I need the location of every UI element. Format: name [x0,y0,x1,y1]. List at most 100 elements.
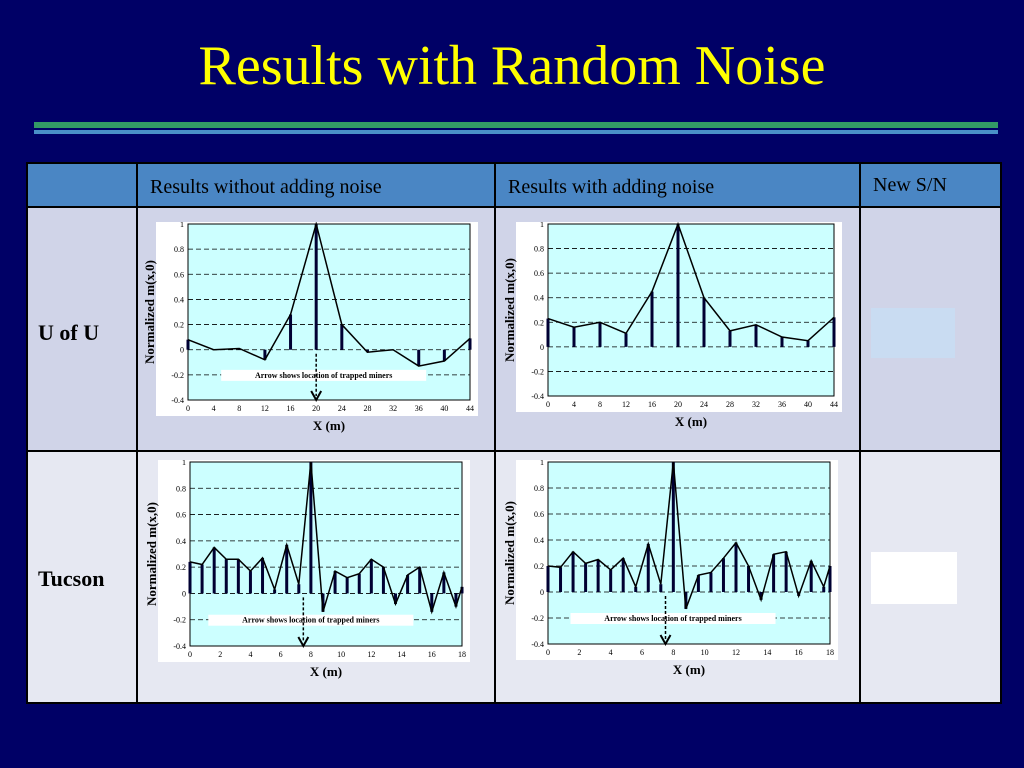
header-without-noise: Results without adding noise [136,162,496,208]
y-tick-label: 0.2 [174,321,184,330]
x-tick-label: 2 [218,650,222,659]
row-label-cell: U of U [26,206,138,452]
slide-title: Results with Random Noise [198,35,826,97]
annotation-bg [208,614,414,626]
y-tick-label: 0.6 [534,269,544,278]
series-line [189,461,463,615]
y-tick-label: 0.2 [176,563,186,572]
plot-area [547,223,835,397]
x-tick-label: 10 [701,648,709,657]
y-tick-label: -0.2 [171,371,184,380]
x-tick-label: 36 [415,404,423,413]
x-tick-label: 12 [367,650,375,659]
y-tick-label: -0.4 [173,642,186,651]
plot-cell: -0.4 -0.2 0 0.2 0.4 0.6 0.8 1 0 2 4 6 8 10 12 14 16 18 X (… [494,450,861,704]
y-tick-label: 0.6 [176,511,186,520]
y-tick-label: 1 [180,222,184,229]
x-tick-label: 40 [440,404,448,413]
x-tick-label: 16 [428,650,436,659]
series-line [187,222,471,367]
x-axis-label: X (m) [313,418,345,433]
x-tick-label: 16 [795,648,803,657]
x-axis-label: X (m) [675,414,707,429]
annotation-text: Arrow shows location of trapped miners [604,614,741,623]
y-tick-label: 0.8 [534,484,544,493]
y-axis-label: Normalized m(x,0) [144,502,159,606]
y-tick-label: 0 [540,588,544,597]
y-tick-label: -0.2 [531,614,544,623]
x-tick-label: 14 [398,650,406,659]
plot-cell: -0.4 -0.2 0 0.2 0.4 0.6 0.8 1 0 4 8 12 16 20 24 28 32 36 4… [136,206,496,452]
x-tick-label: 10 [337,650,345,659]
x-tick-label: 8 [237,404,241,413]
annotation-bg [570,613,776,624]
header-label: New S/N [873,174,947,196]
sn-value-box [871,552,957,604]
header-label: Results without adding noise [150,176,382,198]
x-axis-label: X (m) [673,662,705,677]
x-tick-label: 4 [572,400,576,409]
y-tick-label: 1 [182,460,186,467]
title-divider-green [34,122,998,128]
x-tick-label: 32 [389,404,397,413]
x-tick-label: 12 [622,400,630,409]
x-tick-label: 44 [830,400,838,409]
y-tick-label: -0.2 [531,367,544,376]
y-tick-label: 0.4 [534,294,544,303]
y-tick-label: 0.4 [534,536,544,545]
x-tick-label: 0 [186,404,190,413]
arrow-head [297,636,310,649]
y-axis-label: Normalized m(x,0) [502,501,517,605]
annotation-text: Arrow shows location of trapped miners [255,371,392,380]
header-row: Results without adding noise Results wit… [26,162,1002,208]
table-row: U of U -0.4 -0.2 0 0.2 0.4 0.6 0.8 1 0 4 8 12 16 20 24… [26,206,1002,452]
sn-cell [859,450,1002,704]
x-tick-label: 12 [732,648,740,657]
y-axis-label: Normalized m(x,0) [142,260,157,364]
x-tick-label: 24 [700,400,708,409]
x-tick-label: 2 [577,648,581,657]
y-tick-label: -0.2 [173,616,186,625]
sn-cell [859,206,1002,452]
y-tick-label: -0.4 [531,392,544,401]
x-tick-label: 28 [726,400,734,409]
y-tick-label: 0.8 [174,245,184,254]
x-tick-label: 28 [363,404,371,413]
header-with-noise: Results with adding noise [494,162,861,208]
y-tick-label: 0.2 [534,318,544,327]
x-tick-label: 0 [188,650,192,659]
annotation-bg [221,369,427,381]
arrow-head [659,634,672,647]
x-axis-label: X (m) [310,664,342,679]
y-tick-label: -0.4 [531,640,544,649]
x-tick-label: 36 [778,400,786,409]
x-tick-label: 32 [752,400,760,409]
x-tick-label: 24 [338,404,346,413]
row-label-u-of-u: U of U [38,320,100,345]
y-tick-label: 0 [182,589,186,598]
x-tick-label: 18 [458,650,466,659]
x-tick-label: 12 [261,404,269,413]
results-table: Results without adding noise Results wit… [26,162,1002,704]
x-tick-label: 8 [598,400,602,409]
header-empty-cell [26,162,138,208]
x-tick-label: 40 [804,400,812,409]
x-tick-label: 16 [287,404,295,413]
x-tick-label: 0 [546,400,550,409]
x-tick-label: 4 [248,650,252,659]
y-tick-label: 0.8 [176,484,186,493]
header-new-sn: New S/N [859,162,1002,208]
y-tick-label: 0.2 [534,562,544,571]
y-axis-label: Normalized m(x,0) [502,258,517,362]
sn-value-box [871,308,955,358]
series-line [547,461,831,610]
title-divider-blue [34,130,998,134]
plot-cell: -0.4 -0.2 0 0.2 0.4 0.6 0.8 1 0 4 8 12 16 20 24 28 32 36 4… [494,206,861,452]
x-tick-label: 8 [671,648,675,657]
x-tick-label: 14 [763,648,771,657]
plot-tucson-without-noise: -0.4-0.200.20.40.60.810 2 4 6 8 10 12 14 16 18X (… [144,460,470,679]
y-tick-label: 0.4 [174,295,184,304]
y-tick-label: 0 [540,343,544,352]
y-tick-label: 0.6 [174,270,184,279]
y-tick-label: 0.8 [534,245,544,254]
